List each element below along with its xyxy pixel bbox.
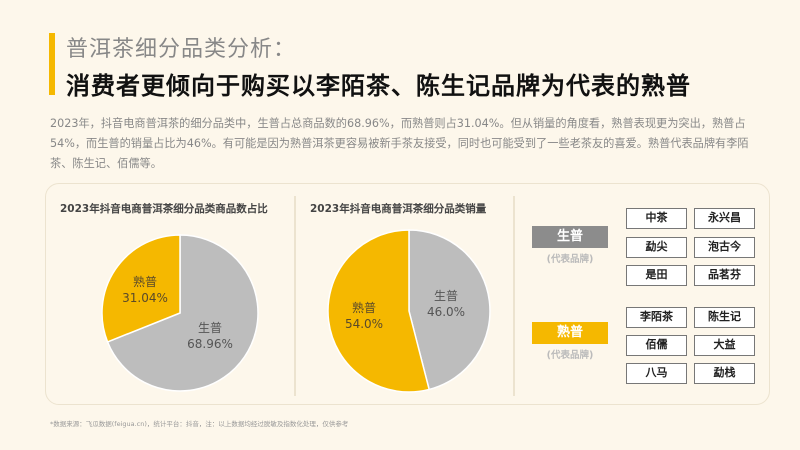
brand-tag: 永兴昌 <box>694 208 755 229</box>
category-badge-raw: 生普 <box>532 226 608 248</box>
pie-label-raw: 生普 46.0% <box>426 289 466 319</box>
brand-tag: 勐栈 <box>694 363 755 384</box>
brand-tag: 泡古今 <box>694 237 755 258</box>
pie-chart-product-count <box>101 234 259 392</box>
pie-chart-sales <box>327 229 491 393</box>
pie-label-ripe: 熟普 54.0% <box>344 301 384 331</box>
brand-tag: 中茶 <box>626 208 687 229</box>
brand-tag: 佰儒 <box>626 335 687 356</box>
category-badge-ripe: 熟普 <box>532 322 608 344</box>
chart-title-product-count: 2023年抖音电商普洱茶细分品类商品数占比 <box>60 203 268 215</box>
description-text: 2023年，抖音电商普洱茶的细分品类中，生普占总商品数的68.96%，而熟普则占… <box>50 117 749 170</box>
title-accent-bar <box>49 33 55 95</box>
brand-tag: 大益 <box>694 335 755 356</box>
chart-title-sales: 2023年抖音电商普洱茶细分品类销量 <box>310 203 487 215</box>
panel-divider <box>294 196 296 396</box>
category-sub-raw: (代表品牌) <box>546 254 594 265</box>
brand-tag: 八马 <box>626 363 687 384</box>
page-subtitle: 消费者更倾向于购买以李陌茶、陈生记品牌为代表的熟普 <box>66 72 691 100</box>
brand-tag: 勐尖 <box>626 237 687 258</box>
category-sub-ripe: (代表品牌) <box>546 350 594 361</box>
pie-label-ripe: 熟普 31.04% <box>122 275 168 305</box>
panel-divider <box>513 196 515 396</box>
brand-tag: 陈生记 <box>694 307 755 328</box>
brand-tag: 是田 <box>626 265 687 286</box>
brand-tag: 品茗芬 <box>694 265 755 286</box>
footnote: *数据来源：飞瓜数据(feigua.cn)，统计平台：抖音，注：以上数据均经过脱… <box>50 420 349 428</box>
page-title: 普洱茶细分品类分析： <box>66 37 297 62</box>
brand-tag: 李陌茶 <box>626 307 687 328</box>
pie-label-raw: 生普 68.96% <box>187 321 233 351</box>
